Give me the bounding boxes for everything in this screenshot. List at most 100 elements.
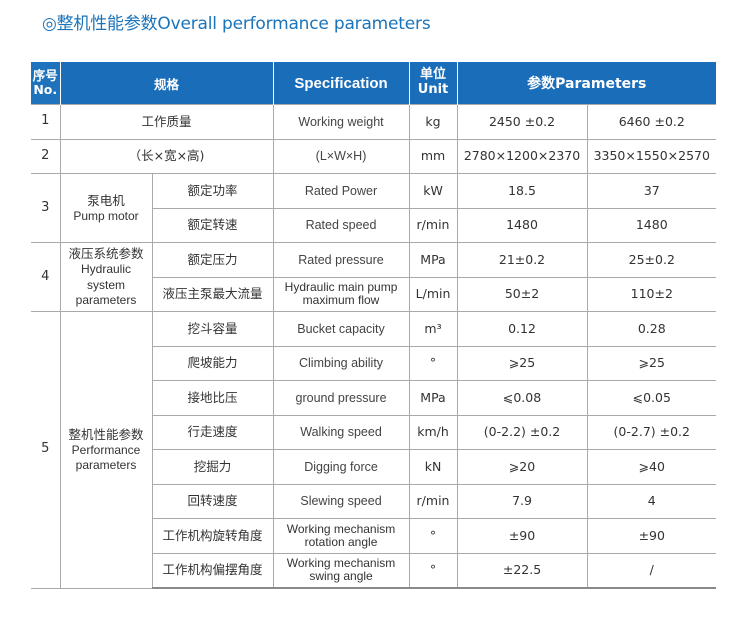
unit: r/min <box>408 207 458 243</box>
value-1: ±90 <box>456 518 588 554</box>
spec-en: Rated pressure <box>272 242 410 278</box>
spec-cn: （长×宽×高) <box>59 138 274 174</box>
value-2: 110±2 <box>586 276 717 312</box>
unit: kN <box>408 449 458 485</box>
header-spec-en: Specification <box>273 62 410 105</box>
spec-en-line1: Working mechanism <box>286 521 396 536</box>
value-2: / <box>586 552 717 589</box>
spec-en-line2: maximum flow <box>302 293 380 308</box>
table-row: 2 （长×宽×高) (L×W×H) mm 2780×1200×2370 3350… <box>31 138 717 174</box>
value-2: 1480 <box>586 207 717 243</box>
value-2: ⩾25 <box>586 345 717 381</box>
value-2: ±90 <box>586 518 717 554</box>
spec-cn: 额定压力 <box>151 242 274 278</box>
spec-en: Working weight <box>272 104 410 140</box>
spec-cn: 挖掘力 <box>152 449 274 485</box>
value-2: 4 <box>586 483 717 519</box>
spec-en: Hydraulic main pump maximum flow <box>272 276 410 312</box>
group-cn: 泵电机 <box>87 192 125 208</box>
spec-cn: 回转速度 <box>152 483 274 519</box>
group-hydraulic: 液压系统参数 Hydraulic system parameters <box>59 242 153 312</box>
row-number: 5 <box>31 311 61 589</box>
header-unit-cn: 单位 <box>420 67 447 83</box>
value-2: 6460 ±0.2 <box>586 104 717 140</box>
table-header: 序号 No. 规格 Specification 单位 Unit 参数Parame… <box>31 62 717 105</box>
value-1: ⩾20 <box>456 449 588 485</box>
spec-cn: 接地比压 <box>152 380 274 416</box>
spec-en: Rated Power <box>272 173 410 209</box>
spec-en: Climbing ability <box>272 345 410 381</box>
unit: MPa <box>408 242 458 278</box>
unit: r/min <box>408 483 458 519</box>
value-1: 2450 ±0.2 <box>456 104 588 140</box>
value-1: 21±0.2 <box>456 242 588 278</box>
header-no-cn: 序号 <box>32 68 58 84</box>
row-number: 1 <box>31 104 61 140</box>
table-row: 回转速度 Slewing speed r/min 7.9 4 <box>31 483 717 519</box>
spec-en: ground pressure <box>272 380 410 416</box>
row-number: 2 <box>31 138 61 174</box>
header-no: 序号 No. <box>31 62 61 105</box>
spec-en: (L×W×H) <box>272 138 410 174</box>
spec-cn: 工作质量 <box>59 104 274 140</box>
value-1: ⩽0.08 <box>456 380 588 416</box>
spec-cn: 额定功率 <box>151 173 274 209</box>
spec-en: Slewing speed <box>272 483 410 519</box>
row-number: 3 <box>31 173 61 243</box>
header-spec-en-text: Specification <box>294 74 388 92</box>
group-en: Pump motor <box>73 208 139 223</box>
unit: ° <box>408 345 458 381</box>
spec-en: Digging force <box>272 449 410 485</box>
value-2: 0.28 <box>586 311 717 347</box>
section-title: ◎整机性能参数Overall performance parameters <box>42 14 431 34</box>
header-unit: 单位 Unit <box>409 62 458 105</box>
value-1: ±22.5 <box>456 552 588 589</box>
spec-en: Bucket capacity <box>272 311 410 347</box>
value-1: 2780×1200×2370 <box>456 138 588 174</box>
value-1: (0-2.2) ±0.2 <box>456 414 588 450</box>
table-row: 行走速度 Walking speed km/h (0-2.2) ±0.2 (0-… <box>31 414 717 450</box>
group-cn: 整机性能参数 <box>68 426 144 442</box>
value-2: 3350×1550×2570 <box>586 138 717 174</box>
value-1: 7.9 <box>456 483 588 519</box>
unit: m³ <box>408 311 458 347</box>
unit: MPa <box>408 380 458 416</box>
spec-en: Rated speed <box>272 207 410 243</box>
unit: km/h <box>408 414 458 450</box>
header-unit-en: Unit <box>417 82 449 97</box>
spec-en: Working mechanism rotation angle <box>272 518 410 554</box>
spec-en: Walking speed <box>272 414 410 450</box>
value-2: 37 <box>586 173 717 209</box>
group-en-line1: Hydraulic system <box>80 262 131 292</box>
group-pump-motor: 泵电机 Pump motor <box>59 173 153 243</box>
spec-cn: 液压主泵最大流量 <box>152 276 274 312</box>
header-spec-cn: 规格 <box>60 62 274 105</box>
table-row: 爬坡能力 Climbing ability ° ⩾25 ⩾25 <box>31 345 717 381</box>
table-row: 1 工作质量 Working weight kg 2450 ±0.2 6460 … <box>31 104 717 140</box>
spec-en-line2: swing angle <box>309 569 373 584</box>
value-1: 1480 <box>456 207 588 243</box>
table-row: 工作机构偏摆角度 Working mechanism swing angle °… <box>31 552 717 589</box>
value-2: 25±0.2 <box>586 242 717 278</box>
group-en-line2: parameters <box>75 458 137 473</box>
group-en-line2: parameters <box>75 293 137 308</box>
unit: L/min <box>408 276 458 312</box>
unit: kW <box>408 173 458 209</box>
performance-table: 序号 No. 规格 Specification 单位 Unit 参数Parame… <box>31 62 717 589</box>
value-1: ⩾25 <box>456 345 588 381</box>
value-1: 50±2 <box>456 276 588 312</box>
unit: kg <box>408 104 458 140</box>
spec-cn: 工作机构旋转角度 <box>152 518 274 554</box>
value-2: (0-2.7) ±0.2 <box>586 414 717 450</box>
spec-cn: 额定转速 <box>152 207 274 243</box>
value-2: ⩾40 <box>586 449 717 485</box>
unit: ° <box>408 518 458 554</box>
header-no-en: No. <box>33 82 58 97</box>
group-cn: 液压系统参数 <box>68 246 144 262</box>
header-params: 参数Parameters <box>457 62 717 105</box>
value-2: ⩽0.05 <box>586 380 717 416</box>
spec-en-line1: Hydraulic main pump <box>284 280 398 295</box>
unit: ° <box>408 552 458 589</box>
table-row: 液压主泵最大流量 Hydraulic main pump maximum flo… <box>31 276 717 312</box>
spec-cn: 工作机构偏摆角度 <box>152 552 274 589</box>
